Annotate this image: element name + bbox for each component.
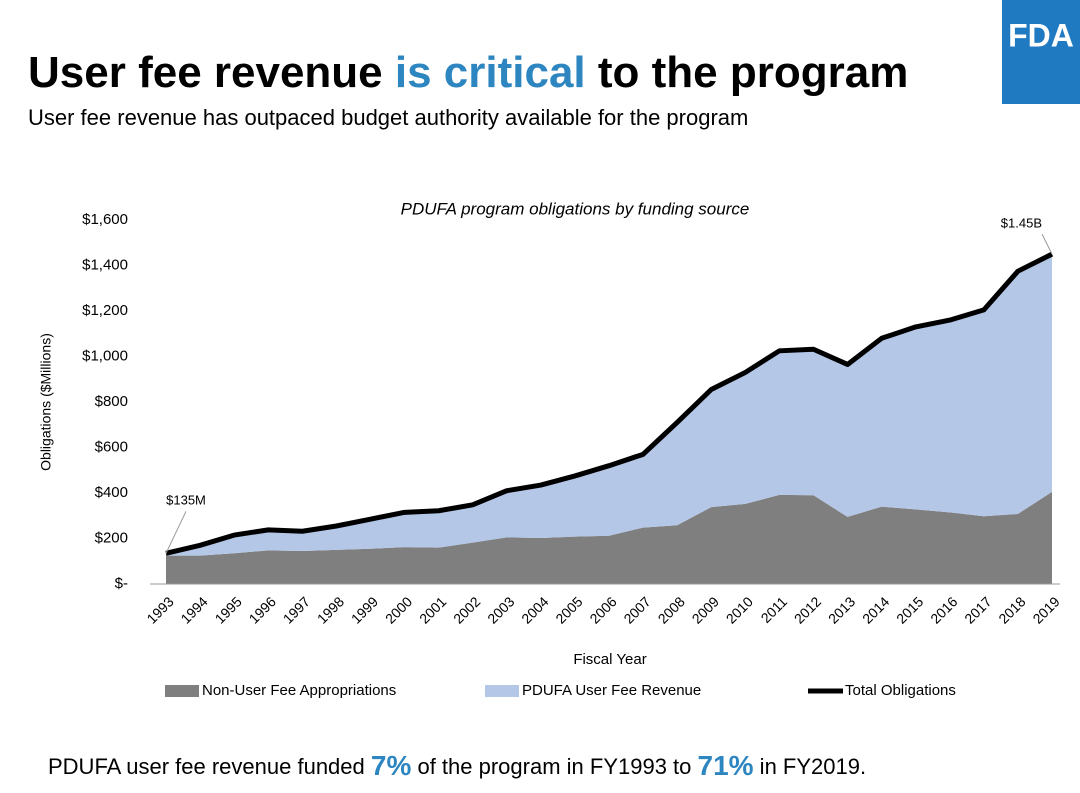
data-label: $1.45B — [1001, 216, 1042, 231]
logo: FDA — [1008, 17, 1074, 53]
legend-label: Total Obligations — [845, 682, 956, 699]
chart-title: PDUFA program obligations by funding sou… — [401, 199, 750, 218]
x-tick-label: 2006 — [586, 593, 619, 626]
x-tick-label: 2002 — [450, 593, 483, 626]
x-axis-title: Fiscal Year — [573, 651, 646, 668]
legend-label: Non-User Fee Appropriations — [202, 682, 396, 699]
x-tick-label: 2012 — [791, 593, 824, 626]
y-tick-label: $1,400 — [82, 256, 128, 273]
x-tick-label: 2019 — [1029, 593, 1062, 626]
title-highlight: is critical — [395, 48, 586, 97]
x-tick-label: 2016 — [927, 593, 960, 626]
logo-box — [1002, 0, 1080, 104]
title-start: User fee revenue — [28, 48, 395, 97]
y-tick-label: $1,000 — [82, 347, 128, 364]
y-tick-label: $200 — [95, 529, 128, 546]
footer-start: PDUFA user fee revenue funded — [48, 754, 371, 779]
footer-pct: 71% — [698, 750, 754, 781]
x-tick-label: 2003 — [484, 593, 517, 626]
x-tick-label: 1997 — [280, 593, 313, 626]
footer: PDUFA user fee revenue funded 7% of the … — [48, 750, 866, 781]
x-tick-label: 2007 — [620, 593, 653, 626]
x-tick-label: 1996 — [246, 593, 279, 626]
y-tick-label: $1,600 — [82, 211, 128, 228]
x-tick-label: 1999 — [348, 593, 381, 626]
x-tick-label: 2018 — [995, 593, 1028, 626]
legend-swatch — [485, 685, 519, 697]
x-tick-label: 1998 — [314, 593, 347, 626]
y-tick-label: $400 — [95, 484, 128, 501]
y-tick-label: $800 — [95, 393, 128, 410]
x-tick-label: 1993 — [143, 593, 176, 626]
x-tick-label: 2017 — [961, 593, 994, 626]
title: User fee revenue is critical to the prog… — [28, 48, 908, 97]
x-tick-label: 1994 — [177, 593, 210, 626]
y-tick-label: $- — [115, 575, 128, 592]
label-leader — [165, 511, 187, 554]
x-tick-label: 2008 — [655, 593, 688, 626]
x-tick-label: 2011 — [758, 593, 791, 626]
area — [166, 254, 1052, 556]
legend-label: PDUFA User Fee Revenue — [522, 682, 701, 699]
x-tick-label: 2001 — [416, 593, 449, 626]
area — [166, 491, 1052, 584]
y-tick-label: $600 — [95, 438, 128, 455]
x-tick-label: 1995 — [212, 593, 245, 626]
footer-middle: of the program in FY1993 to — [411, 754, 697, 779]
footer-pct: 7% — [371, 750, 412, 781]
legend-swatch — [165, 685, 199, 697]
x-tick-label: 2015 — [893, 593, 926, 626]
y-tick-label: $1,200 — [82, 302, 128, 319]
data-label: $135M — [166, 493, 206, 508]
x-tick-label: 2013 — [825, 593, 858, 626]
x-tick-label: 2004 — [518, 593, 551, 626]
total-line — [165, 251, 1054, 556]
x-tick-label: 2005 — [552, 593, 585, 626]
label-leader — [1041, 233, 1053, 255]
footer-end: in FY2019. — [754, 754, 867, 779]
title-end: to the program — [586, 48, 909, 97]
x-tick-label: 2014 — [859, 593, 892, 626]
y-axis-title: Obligations ($Millions) — [38, 333, 54, 471]
x-tick-label: 2009 — [689, 593, 722, 626]
x-tick-label: 2010 — [723, 593, 756, 626]
x-tick-label: 2000 — [382, 593, 415, 626]
subtitle: User fee revenue has outpaced budget aut… — [28, 105, 748, 130]
